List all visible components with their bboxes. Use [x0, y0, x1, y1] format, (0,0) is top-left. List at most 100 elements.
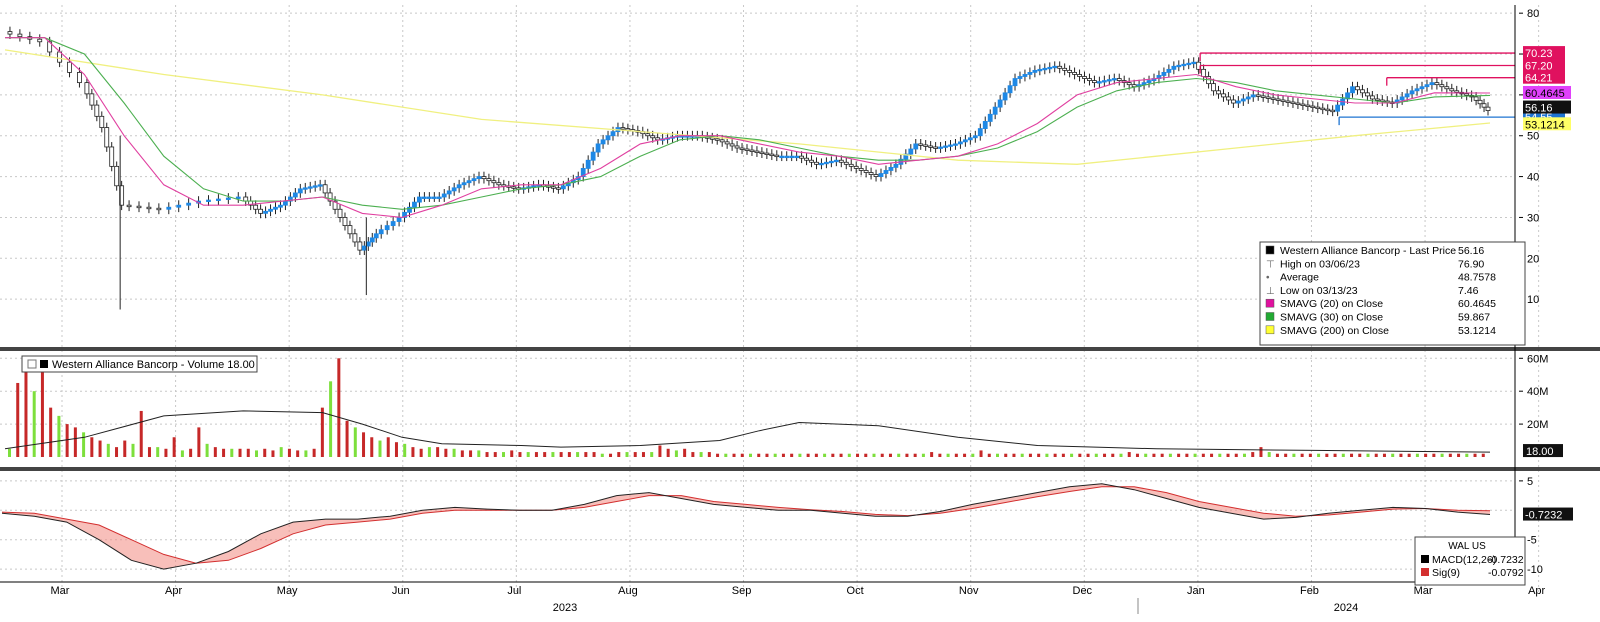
candle-body	[1414, 88, 1420, 92]
macd-legend-title: WAL US	[1448, 541, 1486, 552]
candle-body	[1369, 95, 1375, 100]
volume-bar	[641, 452, 645, 457]
volume-black-box-icon	[40, 360, 48, 368]
volume-bar	[1300, 453, 1304, 457]
candle-body	[1012, 78, 1018, 87]
volume-bar	[1341, 453, 1345, 457]
macd-legend-label: MACD(12,26)	[1432, 554, 1496, 566]
volume-bar	[1012, 453, 1016, 457]
candle-body	[1171, 65, 1177, 70]
volume-bar	[1234, 453, 1238, 457]
candle-body	[977, 128, 983, 137]
volume-bar	[1193, 453, 1197, 457]
level-tag-label: 70.23	[1525, 48, 1553, 60]
candle-body	[421, 196, 427, 199]
candle-body	[476, 176, 482, 180]
level-tag-label: 64.21	[1525, 73, 1553, 85]
candle-body	[1350, 86, 1355, 94]
candle-body	[1444, 86, 1450, 90]
candle-body	[1146, 80, 1152, 84]
candle-body	[625, 128, 631, 131]
value-tag-label: 60.4645	[1525, 88, 1565, 100]
macd-legend-label: Sig(9)	[1432, 567, 1460, 579]
candle-body	[928, 145, 934, 148]
value-tag	[1523, 100, 1571, 114]
volume-bar	[872, 453, 876, 457]
volume-bar	[1382, 453, 1386, 457]
candle-body	[456, 184, 462, 189]
price-legend-value: 53.1214	[1458, 325, 1496, 337]
candle-body	[997, 99, 1003, 108]
candle-body	[774, 154, 780, 158]
candle-body	[1067, 69, 1073, 73]
volume-bar	[921, 453, 925, 457]
volume-bar	[1160, 453, 1164, 457]
price-tick-label: 40	[1527, 172, 1539, 184]
low-marker-icon: ⊥	[1266, 286, 1275, 297]
panel-divider	[0, 467, 1600, 471]
candle-body	[1345, 92, 1350, 100]
candle-body	[863, 170, 869, 173]
candle-body	[186, 202, 192, 206]
candle-body	[853, 165, 859, 169]
candle-body	[1255, 94, 1261, 97]
candle-body	[17, 33, 23, 38]
candle-body	[794, 155, 800, 159]
candle-body	[759, 151, 765, 154]
volume-bar	[1448, 453, 1452, 457]
volume-bar	[238, 448, 242, 457]
month-label: Aug	[618, 585, 638, 597]
volume-bar	[370, 437, 374, 457]
volume-bar	[73, 427, 77, 457]
price-legend-value: 76.90	[1458, 258, 1484, 270]
volume-bar	[255, 450, 258, 457]
macd-legend-value: -0.7232	[1488, 554, 1524, 566]
candle-body	[734, 145, 740, 149]
value-tag	[1523, 117, 1571, 131]
candle-body	[819, 162, 824, 166]
high-marker-icon: ⊤	[1266, 259, 1275, 270]
price-legend-value: 60.4645	[1458, 298, 1496, 310]
volume-bar	[164, 448, 168, 457]
volume-bar	[378, 440, 382, 457]
volume-bar	[880, 453, 884, 457]
candle-body	[709, 137, 715, 140]
macd-tick-label: -5	[1527, 535, 1537, 547]
candle-body	[590, 151, 596, 161]
volume-bar	[180, 450, 184, 457]
candle-body	[1037, 68, 1043, 72]
candle-body	[1116, 78, 1122, 81]
volume-bar	[847, 453, 851, 457]
candle-body	[361, 245, 367, 251]
candle-body	[873, 174, 879, 177]
candle-body	[992, 106, 998, 115]
volume-bar	[65, 424, 69, 457]
volume-legend-marker-icon	[27, 359, 37, 369]
month-label: Feb	[1300, 585, 1319, 597]
macd-line	[1, 483, 1491, 570]
candle-body	[357, 241, 363, 251]
volume-bar	[979, 450, 983, 457]
candle-body	[206, 199, 211, 202]
candle-body	[1473, 96, 1479, 101]
volume-bar	[337, 358, 341, 457]
candle-body	[84, 82, 90, 95]
value-tag-label: 53.1214	[1525, 119, 1565, 131]
volume-bar	[790, 453, 794, 457]
candle-body	[7, 31, 13, 35]
candle-body	[828, 160, 834, 164]
candle-body	[908, 148, 914, 155]
price-legend-label: SMAVG (200) on Close	[1280, 325, 1389, 337]
price-legend-value: 56.16	[1458, 245, 1484, 257]
volume-bar	[617, 452, 621, 457]
signal-line	[1, 486, 1491, 564]
month-label: Apr	[165, 585, 182, 597]
candle-body	[1360, 89, 1365, 94]
candle-body	[1032, 69, 1038, 73]
volume-bar	[666, 448, 670, 457]
volume-bar	[1020, 453, 1024, 457]
year-label: 2023	[553, 602, 577, 614]
candle-body	[824, 161, 829, 165]
sma200-line	[4, 49, 1491, 165]
candle-body	[466, 180, 472, 184]
